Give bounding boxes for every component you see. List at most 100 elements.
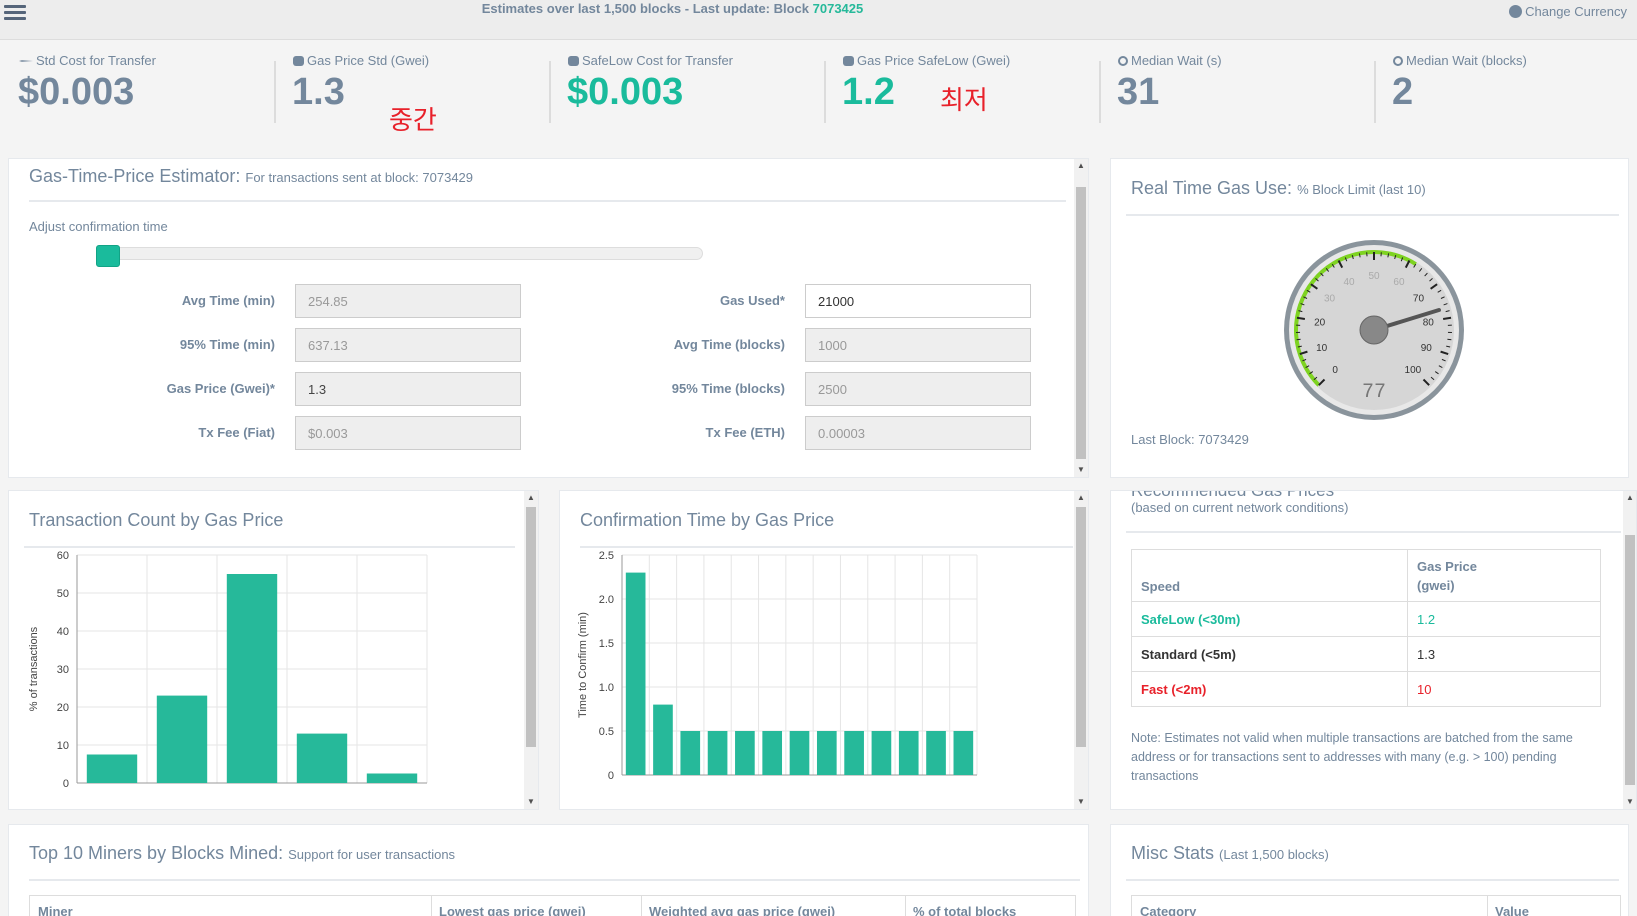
y-tick-label: 60 xyxy=(57,551,69,562)
gauge-value: 77 xyxy=(1362,381,1386,404)
scrollbar[interactable]: ▲ ▼ xyxy=(1074,491,1088,809)
gas-used-input[interactable] xyxy=(805,284,1031,318)
cubes-icon xyxy=(568,56,579,66)
divider xyxy=(24,546,515,548)
gauge-tick xyxy=(1318,378,1326,386)
95-time-blocks-label: 95% Time (blocks) xyxy=(671,381,785,396)
gas-price-gwei-input[interactable] xyxy=(295,372,521,406)
globe-icon xyxy=(1509,5,1523,18)
gas-price-gwei-label: Gas Price (Gwei)* xyxy=(166,381,275,396)
avg-time-min-label: Avg Time (min) xyxy=(181,293,275,308)
scroll-up-icon[interactable]: ▲ xyxy=(1077,161,1085,170)
misc-stats-title: Misc Stats (Last 1,500 blocks) xyxy=(1131,843,1329,864)
confirmation-slider-handle[interactable] xyxy=(96,245,120,267)
scroll-thumb[interactable] xyxy=(526,507,536,747)
avg-time-min-input[interactable] xyxy=(295,284,521,318)
gauge-tick xyxy=(1302,358,1307,362)
gauge-tick xyxy=(1344,257,1348,262)
gauge-tick xyxy=(1440,350,1449,356)
page-header: Estimates over last 1,500 blocks - Last … xyxy=(0,1,1345,16)
pct-blocks-header: % of total blocks xyxy=(913,904,1017,916)
gauge-tick xyxy=(1313,376,1318,381)
divider xyxy=(1126,214,1619,216)
recommended-subtitle: (based on current network conditions) xyxy=(1131,500,1349,515)
panel-subtitle: % Block Limit (last 10) xyxy=(1297,182,1426,197)
gas-used-label: Gas Used* xyxy=(719,293,785,308)
scroll-thumb[interactable] xyxy=(1076,507,1086,747)
95-time-blocks-input[interactable] xyxy=(805,372,1031,406)
scroll-down-icon[interactable]: ▼ xyxy=(1626,797,1634,806)
divider xyxy=(1126,531,1621,533)
chart-bar xyxy=(844,731,864,775)
gauge-tick xyxy=(1351,254,1354,260)
gauge-tick xyxy=(1306,289,1311,293)
chart-bar xyxy=(366,773,418,783)
gauge-tick-label: 70 xyxy=(1413,294,1425,305)
header-block-link[interactable]: 7073425 xyxy=(812,1,864,16)
tile-label: Gas Price SafeLow (Gwei) xyxy=(857,53,1011,68)
tile-value: 1.2 xyxy=(842,71,895,113)
95-time-min-input[interactable] xyxy=(295,328,521,362)
scroll-up-icon[interactable]: ▲ xyxy=(1077,493,1085,502)
gauge-tick xyxy=(1387,253,1390,258)
tile-value: 31 xyxy=(1117,71,1160,113)
change-currency-button[interactable]: Change Currency xyxy=(1509,4,1627,19)
gauge-tick-label: 40 xyxy=(1343,277,1355,288)
last-block-label: Last Block: 7073429 xyxy=(1131,432,1249,447)
gauge-tick xyxy=(1320,272,1324,277)
y-tick-label: 0 xyxy=(608,770,614,782)
scroll-up-icon[interactable]: ▲ xyxy=(527,493,535,502)
gauge-tick xyxy=(1309,371,1314,375)
tile-label: Std Cost for Transfer xyxy=(36,53,156,68)
scroll-thumb[interactable] xyxy=(1076,187,1086,459)
scroll-down-icon[interactable]: ▼ xyxy=(1077,797,1085,806)
y-tick-label: 40 xyxy=(57,626,69,638)
tile-gas-price-std: Gas Price Std (Gwei) 1.3 xyxy=(274,41,536,131)
tile-divider xyxy=(824,61,826,123)
avg-time-blocks-input[interactable] xyxy=(805,328,1031,362)
weighted-avg-header: Weighted avg gas price (gwei) xyxy=(649,904,836,916)
gauge-tick xyxy=(1424,272,1428,277)
scroll-thumb[interactable] xyxy=(1625,535,1635,785)
gauge-tick-label: 0 xyxy=(1332,365,1338,376)
scroll-down-icon[interactable]: ▼ xyxy=(1077,465,1085,474)
conf-time-panel: Confirmation Time by Gas Price 0 0.5 1.0 1.… xyxy=(559,490,1089,810)
header-text: Estimates over last 1,500 blocks - Last … xyxy=(481,1,810,16)
y-tick-label: 20 xyxy=(57,702,69,714)
annotation-lowest: 최저 xyxy=(940,86,988,116)
tx-fee-eth-input[interactable] xyxy=(805,416,1031,450)
gauge-tick xyxy=(1303,296,1308,299)
scrollbar[interactable]: ▲ ▼ xyxy=(524,491,538,809)
chart-bar xyxy=(926,731,946,775)
tile-value: 2 xyxy=(1392,71,1414,113)
table-header-row: Speed Gas Price (gwei) xyxy=(1131,549,1601,602)
speed-cell: SafeLow (<30m) xyxy=(1131,601,1408,637)
divider xyxy=(29,879,1080,881)
scrollbar[interactable]: ▲ ▼ xyxy=(1623,491,1636,809)
gauge-tick xyxy=(1446,345,1451,348)
gauge-tick xyxy=(1298,310,1303,313)
menu-icon[interactable] xyxy=(4,2,26,24)
scroll-up-icon[interactable]: ▲ xyxy=(1626,493,1634,502)
avg-time-blocks-label: Avg Time (blocks) xyxy=(673,337,785,352)
change-currency-label: Change Currency xyxy=(1525,4,1627,19)
scroll-down-icon[interactable]: ▼ xyxy=(527,797,535,806)
scrollbar[interactable]: ▲ ▼ xyxy=(1074,159,1088,477)
gauge-tick xyxy=(1438,365,1443,369)
y-tick-label: 0 xyxy=(63,778,69,790)
recommended-table: Speed Gas Price (gwei) SafeLow (<30m) 1.2… xyxy=(1131,549,1601,707)
chart-bar xyxy=(226,574,278,783)
chart-bar xyxy=(735,731,755,775)
price-cell: 1.3 xyxy=(1407,636,1601,672)
tx-count-title: Transaction Count by Gas Price xyxy=(29,510,284,530)
tx-fee-fiat-input[interactable] xyxy=(295,416,521,450)
gauge-tick xyxy=(1434,371,1439,375)
tx-fee-fiat-label: Tx Fee (Fiat) xyxy=(198,425,275,440)
conf-time-title: Confirmation Time by Gas Price xyxy=(580,510,835,530)
gas-price-header: Gas Price (gwei) xyxy=(1407,549,1601,602)
confirmation-slider-track[interactable] xyxy=(96,247,703,260)
clock-icon xyxy=(1393,56,1403,66)
cubes-icon xyxy=(293,56,304,66)
y-tick-label: 1.0 xyxy=(599,682,614,694)
chart-bar xyxy=(953,731,974,775)
